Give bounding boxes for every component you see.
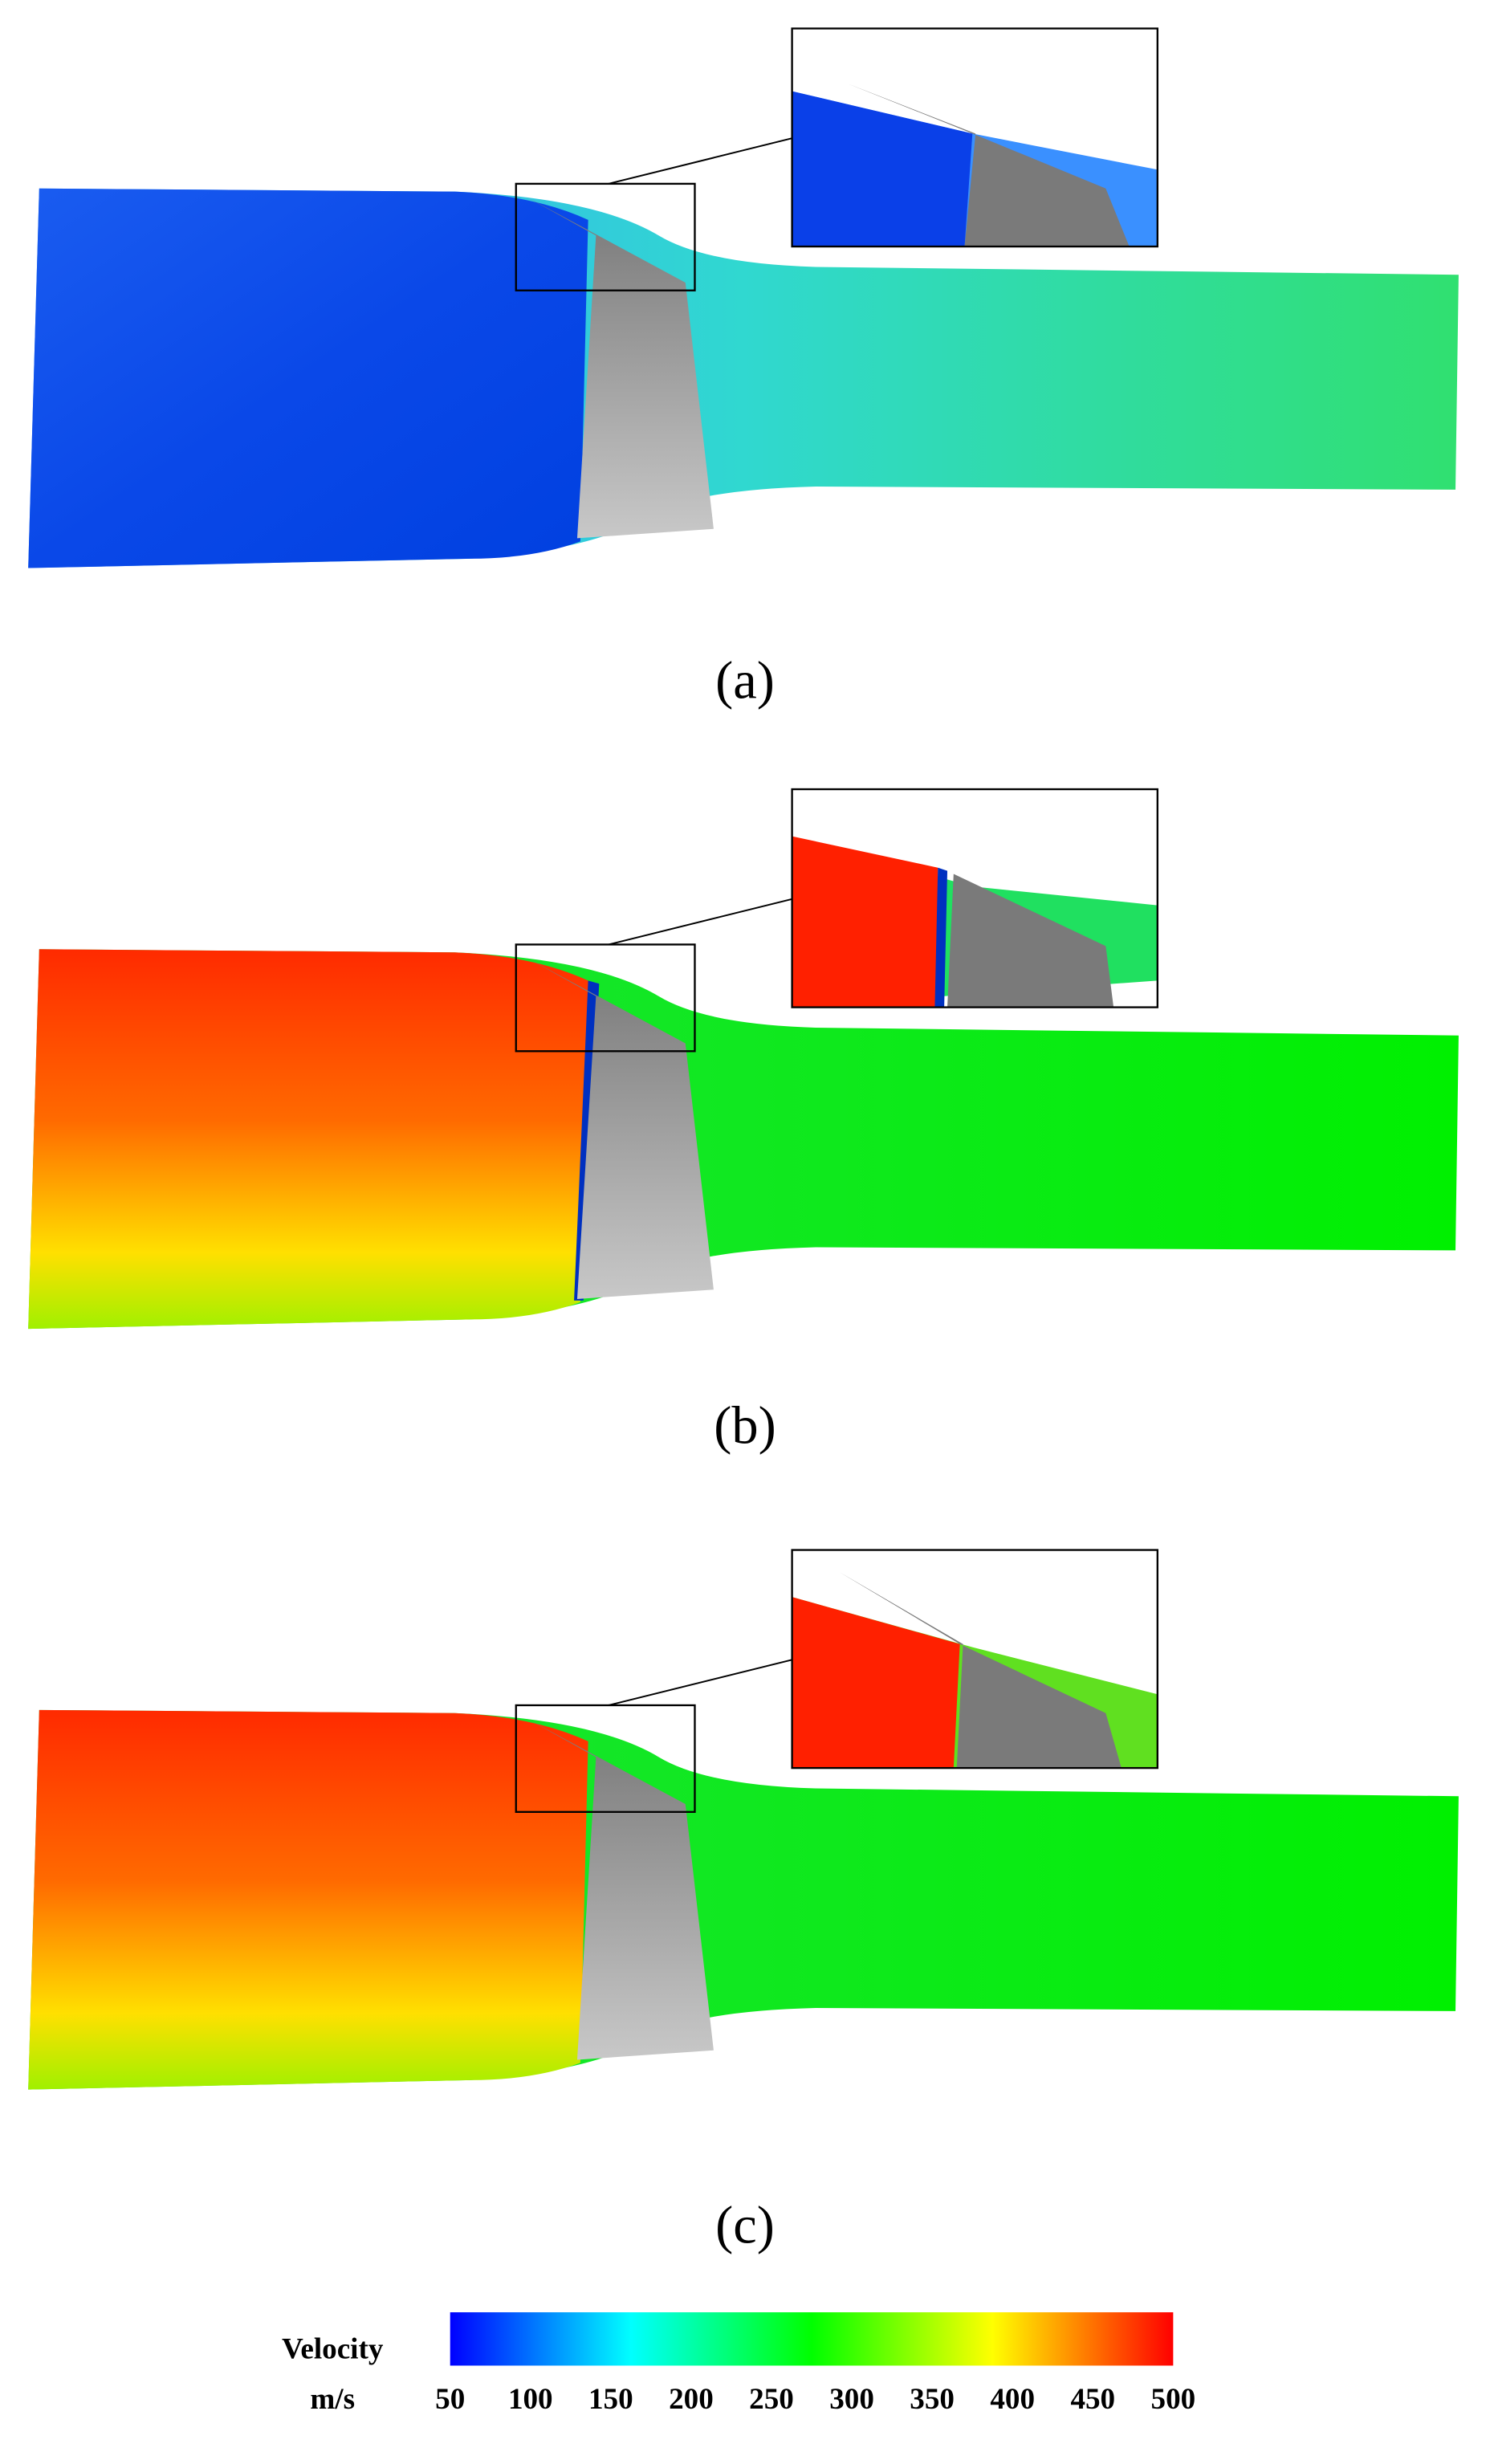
panel-b: (b) xyxy=(28,788,1459,1455)
colorbar-unit: m/s xyxy=(310,2383,355,2416)
panel-a: (a) xyxy=(28,27,1459,710)
colorbar-tick-label: 400 xyxy=(990,2383,1035,2416)
colorbar-tick-label: 500 xyxy=(1151,2383,1196,2416)
colorbar-tick-label: 50 xyxy=(435,2383,465,2416)
colorbar-gradient xyxy=(450,2312,1174,2366)
colorbar-tick-label: 200 xyxy=(669,2383,714,2416)
colorbar-tick-label: 150 xyxy=(588,2383,633,2416)
colorbar-tick-label: 250 xyxy=(749,2383,794,2416)
colorbar: Velocity m/s 50 100 150 200 250 300 350 400 450 5… xyxy=(282,2312,1195,2416)
panel-label: (c) xyxy=(715,2197,775,2255)
panel-label: (b) xyxy=(714,1396,776,1455)
colorbar-title: Velocity xyxy=(282,2332,384,2365)
panel-c: (c) xyxy=(28,1549,1459,2255)
panel-label: (a) xyxy=(715,651,775,710)
colorbar-tick-label: 350 xyxy=(910,2383,955,2416)
colorbar-tick-label: 300 xyxy=(829,2383,874,2416)
colorbar-tick-label: 100 xyxy=(508,2383,553,2416)
colorbar-tick-label: 450 xyxy=(1070,2383,1115,2416)
